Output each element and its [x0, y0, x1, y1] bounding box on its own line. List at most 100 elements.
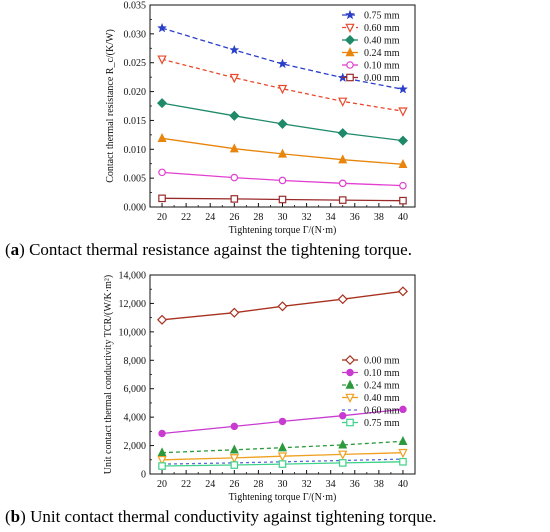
chart-a-legend-marker-4	[346, 61, 354, 69]
chart-b-xtick-label-9: 38	[374, 479, 384, 490]
chart-b-xlabel: Tightening torque Γ/(N·m)	[229, 492, 337, 503]
chart-a-group: 20 22 24 26 28 30 32 34 36 38 40 0.000 0.005 0.010 0.0…	[105, 1, 416, 236]
chart-a-xtick-label-6: 32	[302, 212, 312, 223]
chart-a-xtick-label-7: 34	[326, 212, 336, 223]
chart-a-series-2-point-1	[229, 110, 240, 121]
chart-a-legend-label-0: 0.75 mm	[364, 11, 400, 22]
chart-a-series-4-point-3	[338, 179, 347, 188]
chart-b-series-3-point-2	[277, 452, 288, 462]
chart-a-legend-marker-5	[346, 73, 354, 82]
chart-a-legend-label-5: 0.00 mm	[364, 73, 400, 84]
chart-b-ytick-label-0: 0	[141, 470, 146, 481]
chart-a-series-2-point-2	[277, 118, 288, 129]
chart-a-legend-label-4: 0.10 mm	[364, 61, 400, 72]
chart-b-series-0-point-3	[337, 294, 348, 305]
chart-b-ytick-label-3: 6,000	[124, 384, 147, 395]
chart-a-xtick-label-3: 26	[229, 212, 239, 223]
chart-a-series-5-point-0	[158, 194, 166, 203]
chart-b-series-2-point-2	[277, 442, 288, 452]
chart-b-legend-label-1: 0.10 mm	[364, 368, 400, 379]
chart-a-legend-label-1: 0.60 mm	[364, 23, 400, 34]
chart-a-series-4-point-2	[278, 176, 287, 185]
chart-a-legend-label-2: 0.40 mm	[364, 36, 400, 47]
chart-a-xtick-label-1: 22	[181, 212, 191, 223]
chart-a-series-3-point-2	[277, 148, 288, 158]
chart-b-series-3-point-4	[398, 448, 408, 459]
chart-b-series-1-point-1	[230, 422, 239, 431]
chart-a-series-1-point-1	[229, 73, 239, 84]
chart-a-legend-marker-1	[345, 23, 355, 34]
caption-b-letter: b	[10, 507, 21, 526]
chart-a-series-5-point-1	[230, 195, 239, 203]
chart-a-ytick-label-4: 0.020	[124, 87, 147, 98]
chart-b-series-5-point-3	[338, 459, 347, 467]
chart-a-xtick-label-9: 38	[374, 212, 384, 223]
caption-a-letter: a	[10, 240, 20, 259]
chart-b-legend-marker-5	[346, 418, 354, 427]
chart-a-series-0-point-4	[397, 83, 409, 94]
chart-b-series-2-point-1	[229, 444, 239, 454]
chart-b-series-3-point-0	[157, 455, 167, 466]
chart-b-ytick-label-6: 12,000	[119, 299, 147, 310]
chart-b-legend-marker-2	[345, 379, 355, 389]
chart-a-series-3-point-3	[338, 154, 348, 164]
chart-b-series-1-point-4	[399, 405, 407, 414]
chart-a-series-5-point-3	[338, 196, 347, 204]
chart-a-xtick-label-5: 30	[278, 212, 288, 223]
chart-b-series-0-point-0	[156, 314, 168, 325]
chart-b-legend-label-3: 0.40 mm	[364, 393, 400, 404]
chart-a-legend-marker-3	[345, 47, 355, 57]
chart-a-series-line-0	[161, 27, 404, 90]
chart-b-series-0-point-1	[229, 307, 240, 318]
chart-a-series-1-point-2	[277, 84, 288, 95]
chart-b-ytick-label-5: 10,000	[119, 327, 147, 338]
chart-a-series-4-point-0	[158, 168, 166, 177]
chart-a-series-3-point-4	[398, 158, 408, 168]
chart-b-legend-label-4: 0.60 mm	[364, 406, 400, 417]
chart-a-ytick-label-7: 0.035	[124, 1, 147, 12]
chart-b-ylabel: Unit contact thermal conductivity TCR/(W…	[103, 275, 114, 474]
chart-a-xtick-label-4: 28	[253, 212, 263, 223]
chart-b-legend-label-0: 0.00 mm	[364, 356, 400, 367]
caption-b-text: Unit contact thermal conductivity agains…	[25, 507, 437, 526]
chart-b-ytick-label-7: 14,000	[119, 271, 147, 282]
chart-b-series-1-point-3	[339, 412, 347, 420]
chart-b-series-5-point-2	[278, 460, 287, 468]
chart-a-xtick-label-10: 40	[398, 212, 408, 223]
chart-b-series-5-point-0	[158, 462, 166, 470]
chart-b-series-3-point-3	[338, 450, 348, 460]
chart-a-legend-marker-0	[344, 9, 356, 20]
chart-b-legend-marker-0	[344, 354, 356, 366]
chart-a-series-5-point-2	[278, 195, 287, 204]
chart-a-series-4-point-4	[399, 181, 407, 190]
chart-b-xtick-label-5: 30	[278, 479, 288, 490]
chart-b-xtick-label-10: 40	[398, 479, 408, 490]
chart-b-legend-marker-1	[346, 368, 354, 377]
chart-a-series-3-point-0	[157, 133, 167, 143]
chart-b-legend-label-5: 0.75 mm	[364, 418, 400, 429]
chart-b-xtick-label-7: 34	[326, 479, 336, 490]
chart-b-xtick-label-6: 32	[302, 479, 312, 490]
chart-b-xtick-label-0: 20	[157, 479, 167, 490]
chart-a-ytick-label-5: 0.025	[124, 58, 147, 69]
chart-b-series-3-point-1	[229, 454, 239, 464]
chart-b-series-0-point-2	[277, 301, 288, 312]
chart-b-series-2-point-4	[398, 435, 408, 446]
chart-a-ytick-label-1: 0.005	[124, 174, 147, 185]
chart-a-legend-label-3: 0.24 mm	[364, 48, 400, 59]
chart-b-series-5-point-4	[399, 457, 407, 466]
chart-a-legend-marker-2	[344, 34, 356, 46]
chart-b-series-2-point-0	[157, 447, 167, 457]
chart-b-xtick-label-1: 22	[181, 479, 191, 490]
chart-b-xtick-label-2: 24	[205, 479, 215, 490]
chart-b-legend-label-2: 0.24 mm	[364, 381, 400, 392]
chart-a-series-0-point-1	[229, 44, 240, 55]
chart-b-xtick-label-8: 36	[350, 479, 360, 490]
chart-b-group: 20 22 24 26 28 30 32 34 36 38 40 0 2,000 4,000 6,000 8,…	[103, 271, 416, 503]
chart-a-ytick-label-6: 0.030	[124, 29, 147, 40]
chart-b-legend-marker-3	[345, 393, 355, 404]
chart-a-series-1-point-0	[157, 55, 167, 65]
chart-b-series-1-point-0	[158, 429, 166, 438]
chart-b-xtick-label-4: 28	[253, 479, 263, 490]
